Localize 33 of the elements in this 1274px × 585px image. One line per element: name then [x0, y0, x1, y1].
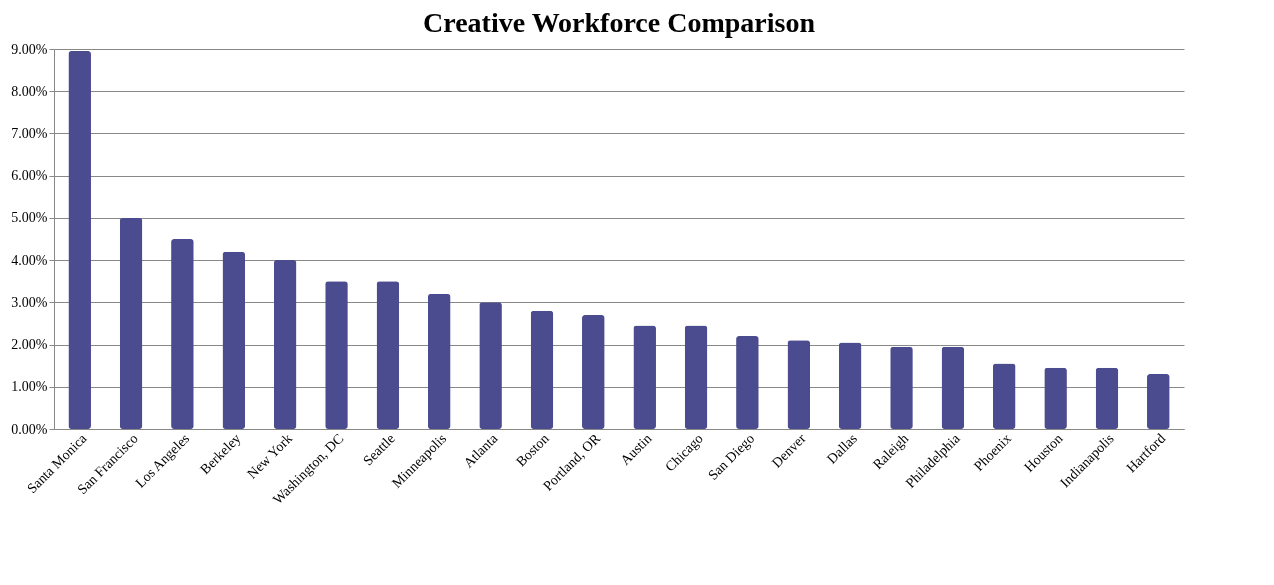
y-tick-label: 9.00%	[11, 41, 48, 57]
y-tick-label: 2.00%	[11, 337, 48, 353]
bar	[68, 51, 91, 429]
y-tick-label: 5.00%	[11, 210, 48, 226]
bar	[941, 346, 965, 429]
bar	[171, 239, 194, 429]
bar	[273, 260, 297, 429]
y-tick-label: 8.00%	[11, 83, 48, 99]
y-tick-label: 4.00%	[11, 252, 48, 268]
y-tick-label: 3.00%	[11, 294, 48, 310]
bar	[582, 315, 605, 429]
bar	[1095, 367, 1119, 429]
bar	[890, 346, 913, 429]
chart-title: Creative Workforce Comparison	[423, 7, 816, 38]
y-tick-label: 7.00%	[11, 125, 48, 141]
bar	[992, 363, 1016, 429]
bar	[838, 342, 862, 429]
bar	[222, 251, 246, 429]
bar	[325, 281, 348, 429]
bar	[119, 217, 143, 429]
bar	[1147, 374, 1170, 429]
y-tick-label: 6.00%	[11, 168, 48, 184]
bar	[633, 325, 656, 429]
bar	[479, 302, 502, 429]
y-tick-label: 0.00%	[11, 421, 48, 437]
y-tick-label: 1.00%	[11, 379, 48, 395]
bar	[736, 336, 759, 429]
bar	[530, 310, 554, 429]
bar	[1044, 367, 1067, 429]
bar	[787, 340, 811, 429]
bar	[376, 281, 400, 429]
bar	[684, 325, 708, 429]
bar	[427, 293, 451, 429]
